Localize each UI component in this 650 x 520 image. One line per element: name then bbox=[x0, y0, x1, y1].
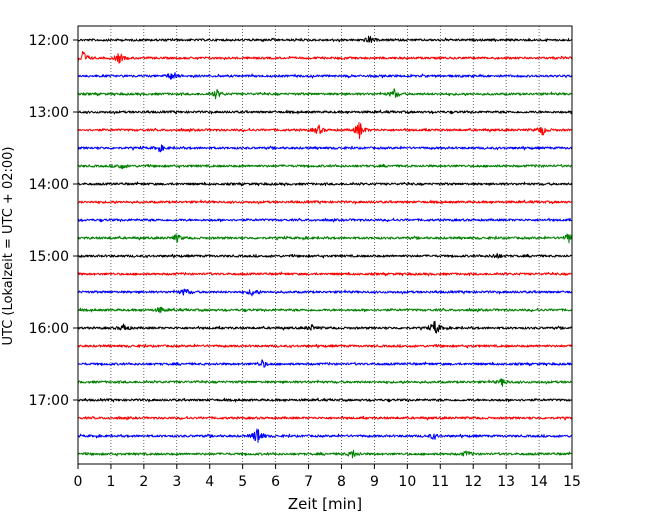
x-tick-label: 15 bbox=[563, 474, 581, 490]
trace-line bbox=[77, 320, 573, 334]
trace-line bbox=[77, 378, 573, 387]
y-tick-label: 12:00 bbox=[29, 33, 69, 49]
trace-line bbox=[77, 428, 573, 443]
trace-line bbox=[77, 271, 573, 277]
trace-line bbox=[77, 72, 573, 80]
x-tick-label: 9 bbox=[370, 474, 379, 490]
trace-line bbox=[77, 109, 573, 115]
y-tick-label: 17:00 bbox=[29, 393, 69, 409]
x-tick-label: 14 bbox=[530, 474, 548, 490]
trace-line bbox=[77, 306, 573, 314]
x-tick-label: 2 bbox=[139, 474, 148, 490]
x-tick-label: 5 bbox=[238, 474, 247, 490]
plot-background bbox=[78, 26, 572, 464]
trace-line bbox=[77, 144, 573, 153]
x-tick-label: 7 bbox=[304, 474, 313, 490]
trace-line bbox=[77, 449, 573, 459]
y-tick-label: 13:00 bbox=[29, 105, 69, 121]
trace-line bbox=[77, 51, 573, 64]
x-tick-label: 1 bbox=[106, 474, 115, 490]
grid-lines bbox=[110, 26, 540, 464]
trace-line bbox=[77, 88, 573, 100]
x-tick-label: 4 bbox=[205, 474, 214, 490]
trace-line bbox=[77, 199, 573, 205]
x-tick-label: 6 bbox=[271, 474, 280, 490]
plot-frame bbox=[77, 25, 573, 465]
x-tick-label: 3 bbox=[172, 474, 181, 490]
y-axis-ticks: 12:00 13:00 14:00 15:00 16:00 17:00 bbox=[29, 33, 78, 409]
y-tick-label: 15:00 bbox=[29, 249, 69, 265]
trace-line bbox=[77, 253, 573, 259]
y-tick-label: 14:00 bbox=[29, 177, 69, 193]
x-tick-label: 0 bbox=[74, 474, 83, 490]
x-axis-ticks: 0 1 2 3 4 5 6 7 8 9 10 11 12 13 14 15 bbox=[74, 464, 581, 490]
x-tick-label: 10 bbox=[398, 474, 416, 490]
y-axis-label: UTC (Lokalzeit = UTC + 02:00) bbox=[1, 147, 16, 346]
trace-line bbox=[77, 233, 573, 244]
x-tick-label: 11 bbox=[431, 474, 449, 490]
trace-line bbox=[77, 217, 573, 223]
y-tick-label: 16:00 bbox=[29, 321, 69, 337]
trace-line bbox=[77, 122, 573, 140]
x-tick-label: 12 bbox=[464, 474, 482, 490]
x-tick-label: 13 bbox=[497, 474, 515, 490]
trace-line bbox=[77, 343, 573, 349]
trace-line bbox=[77, 163, 573, 170]
seismogram-traces bbox=[77, 35, 573, 459]
x-axis-label: Zeit [min] bbox=[288, 495, 362, 513]
trace-line bbox=[77, 288, 573, 297]
x-tick-label: 8 bbox=[337, 474, 346, 490]
trace-line bbox=[77, 415, 573, 421]
trace-line bbox=[77, 397, 573, 403]
trace-line bbox=[77, 359, 572, 368]
trace-line bbox=[77, 181, 573, 187]
trace-line bbox=[77, 35, 573, 44]
